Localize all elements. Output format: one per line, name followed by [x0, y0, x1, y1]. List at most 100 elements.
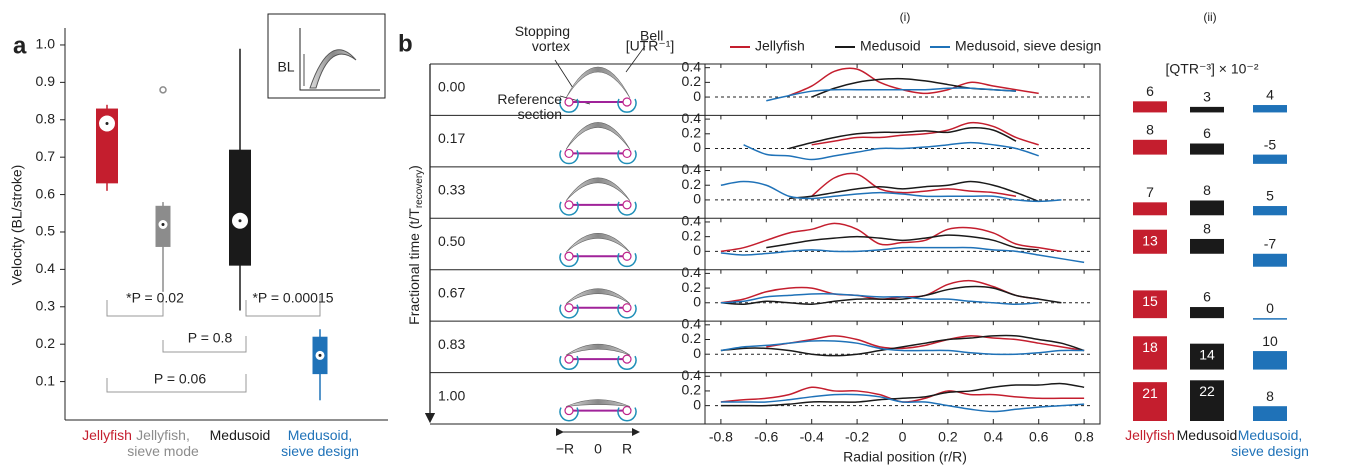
- x-tick-label: Medusoid: [1176, 427, 1238, 443]
- y-tick-label: 0.6: [36, 185, 56, 201]
- x-tick-label: Medusoid, sieve design: [281, 427, 359, 459]
- vortex-arc: [617, 150, 637, 165]
- row-label: 0.00: [438, 79, 465, 95]
- series-line: [720, 386, 1085, 403]
- vortex-arc: [559, 252, 579, 268]
- x-tick-label: 0.4: [984, 429, 1004, 445]
- value-label: 3: [1203, 89, 1211, 105]
- value-label: 0: [1266, 300, 1274, 316]
- value-label: 7: [1146, 184, 1154, 200]
- y-tick-label: 0.2: [36, 335, 56, 351]
- diagram-label: Stopping vortex: [514, 24, 570, 54]
- value-label: 10: [1262, 333, 1278, 349]
- legend-label: Medusoid: [860, 38, 921, 54]
- y-axis-label: Fractional time (t/Trecovery): [406, 165, 425, 325]
- series-line: [766, 335, 1085, 352]
- series-line: [743, 141, 1039, 161]
- median-dot: [318, 353, 322, 357]
- y-tick-label: 0: [693, 191, 701, 207]
- bar: [1190, 380, 1224, 421]
- inset-bell: [309, 49, 357, 89]
- inset-label: BL: [277, 59, 294, 75]
- x-tick-label: Jellyfish: [82, 427, 132, 443]
- vortex-arc: [559, 201, 579, 216]
- vortex-arc: [559, 407, 579, 422]
- p-value: *P = 0.00015: [252, 290, 333, 306]
- y-tick-label: 0: [693, 88, 701, 104]
- diagram-label-box: Reference section: [497, 92, 562, 122]
- bell: [565, 343, 631, 356]
- bell: [565, 288, 631, 304]
- bar: [1253, 406, 1287, 421]
- x-tick-label: Medusoid, sieve design: [1231, 427, 1309, 459]
- y-tick-label: 0.5: [36, 223, 56, 239]
- bar: [1190, 106, 1224, 113]
- bar: [1133, 229, 1167, 254]
- x-tick-label: -0.6: [754, 429, 778, 445]
- p-value: *P = 0.02: [126, 290, 184, 306]
- y-tick-label: 0.9: [36, 73, 56, 89]
- p-value: P = 0.8: [188, 330, 233, 346]
- x-tick-label: Jellyfish, sieve mode: [127, 427, 199, 459]
- legend-label: Medusoid, sieve design: [955, 38, 1101, 54]
- vortex-arc: [559, 355, 579, 370]
- vortex-core: [564, 251, 574, 261]
- bar: [1133, 139, 1167, 155]
- bracket: [162, 336, 247, 353]
- y-tick-label: 0.2: [682, 382, 702, 398]
- x-tick-label-box: Medusoid, sieve design: [1231, 427, 1309, 459]
- bar: [1190, 343, 1224, 370]
- y-tick-label: 0.4: [682, 316, 702, 332]
- y-tick-label: 0.2: [682, 227, 702, 243]
- y-axis-label: Velocity (BL/stroke): [9, 165, 25, 286]
- vortex-core: [622, 148, 632, 159]
- row-label: 0.67: [438, 284, 465, 300]
- value-label: 22: [1199, 383, 1215, 399]
- series-line: [788, 180, 1039, 203]
- bell: [565, 122, 631, 150]
- bar-unit-label: [QTR⁻³] × 10⁻²: [1166, 61, 1259, 77]
- bar: [1253, 253, 1287, 267]
- value-label: 15: [1142, 293, 1158, 309]
- y-axis-label-sub: recovery: [414, 170, 425, 208]
- value-label: 5: [1266, 188, 1274, 204]
- x-tick-label: -0.2: [845, 429, 869, 445]
- bracket: [245, 296, 321, 317]
- vortex-core: [622, 200, 632, 210]
- inset-axes: [299, 28, 380, 91]
- bar: [1253, 318, 1287, 320]
- bar: [1133, 290, 1167, 319]
- series-line: [766, 87, 1017, 102]
- value-label: 6: [1203, 125, 1211, 141]
- series-line: [720, 293, 1039, 305]
- diagram-label-box: Stopping vortex: [514, 24, 570, 54]
- vortex-core: [622, 354, 632, 364]
- value-label: 4: [1266, 87, 1274, 103]
- series-line: [766, 234, 1039, 251]
- y-tick-label: 0.4: [682, 161, 702, 177]
- series-line: [720, 334, 1085, 357]
- median-dot: [105, 122, 109, 126]
- bar: [1253, 154, 1287, 164]
- p-value: P = 0.06: [154, 371, 207, 387]
- label-pointer: [625, 45, 646, 73]
- series-line: [720, 180, 1062, 203]
- bar: [1190, 143, 1224, 155]
- value-label: 21: [1142, 385, 1158, 401]
- y-tick-label: 1.0: [36, 36, 56, 52]
- y-tick-label: 0.4: [682, 367, 702, 383]
- series-line: [811, 172, 1017, 197]
- bell-label: Bell: [640, 28, 663, 44]
- y-tick-label: 0.4: [682, 58, 702, 74]
- y-axis-label-main: Fractional time (t/T: [406, 208, 422, 325]
- value-label: -7: [1264, 235, 1277, 251]
- bar: [1133, 336, 1167, 370]
- x-tick-label-box: Medusoid, sieve design: [281, 427, 359, 459]
- vortex-core: [564, 354, 574, 364]
- series-line: [788, 127, 1017, 150]
- row-label: 1.00: [438, 387, 465, 403]
- x-tick-label-box: Medusoid: [1176, 427, 1238, 443]
- y-tick-label: 0: [693, 139, 701, 155]
- bell: [565, 66, 631, 99]
